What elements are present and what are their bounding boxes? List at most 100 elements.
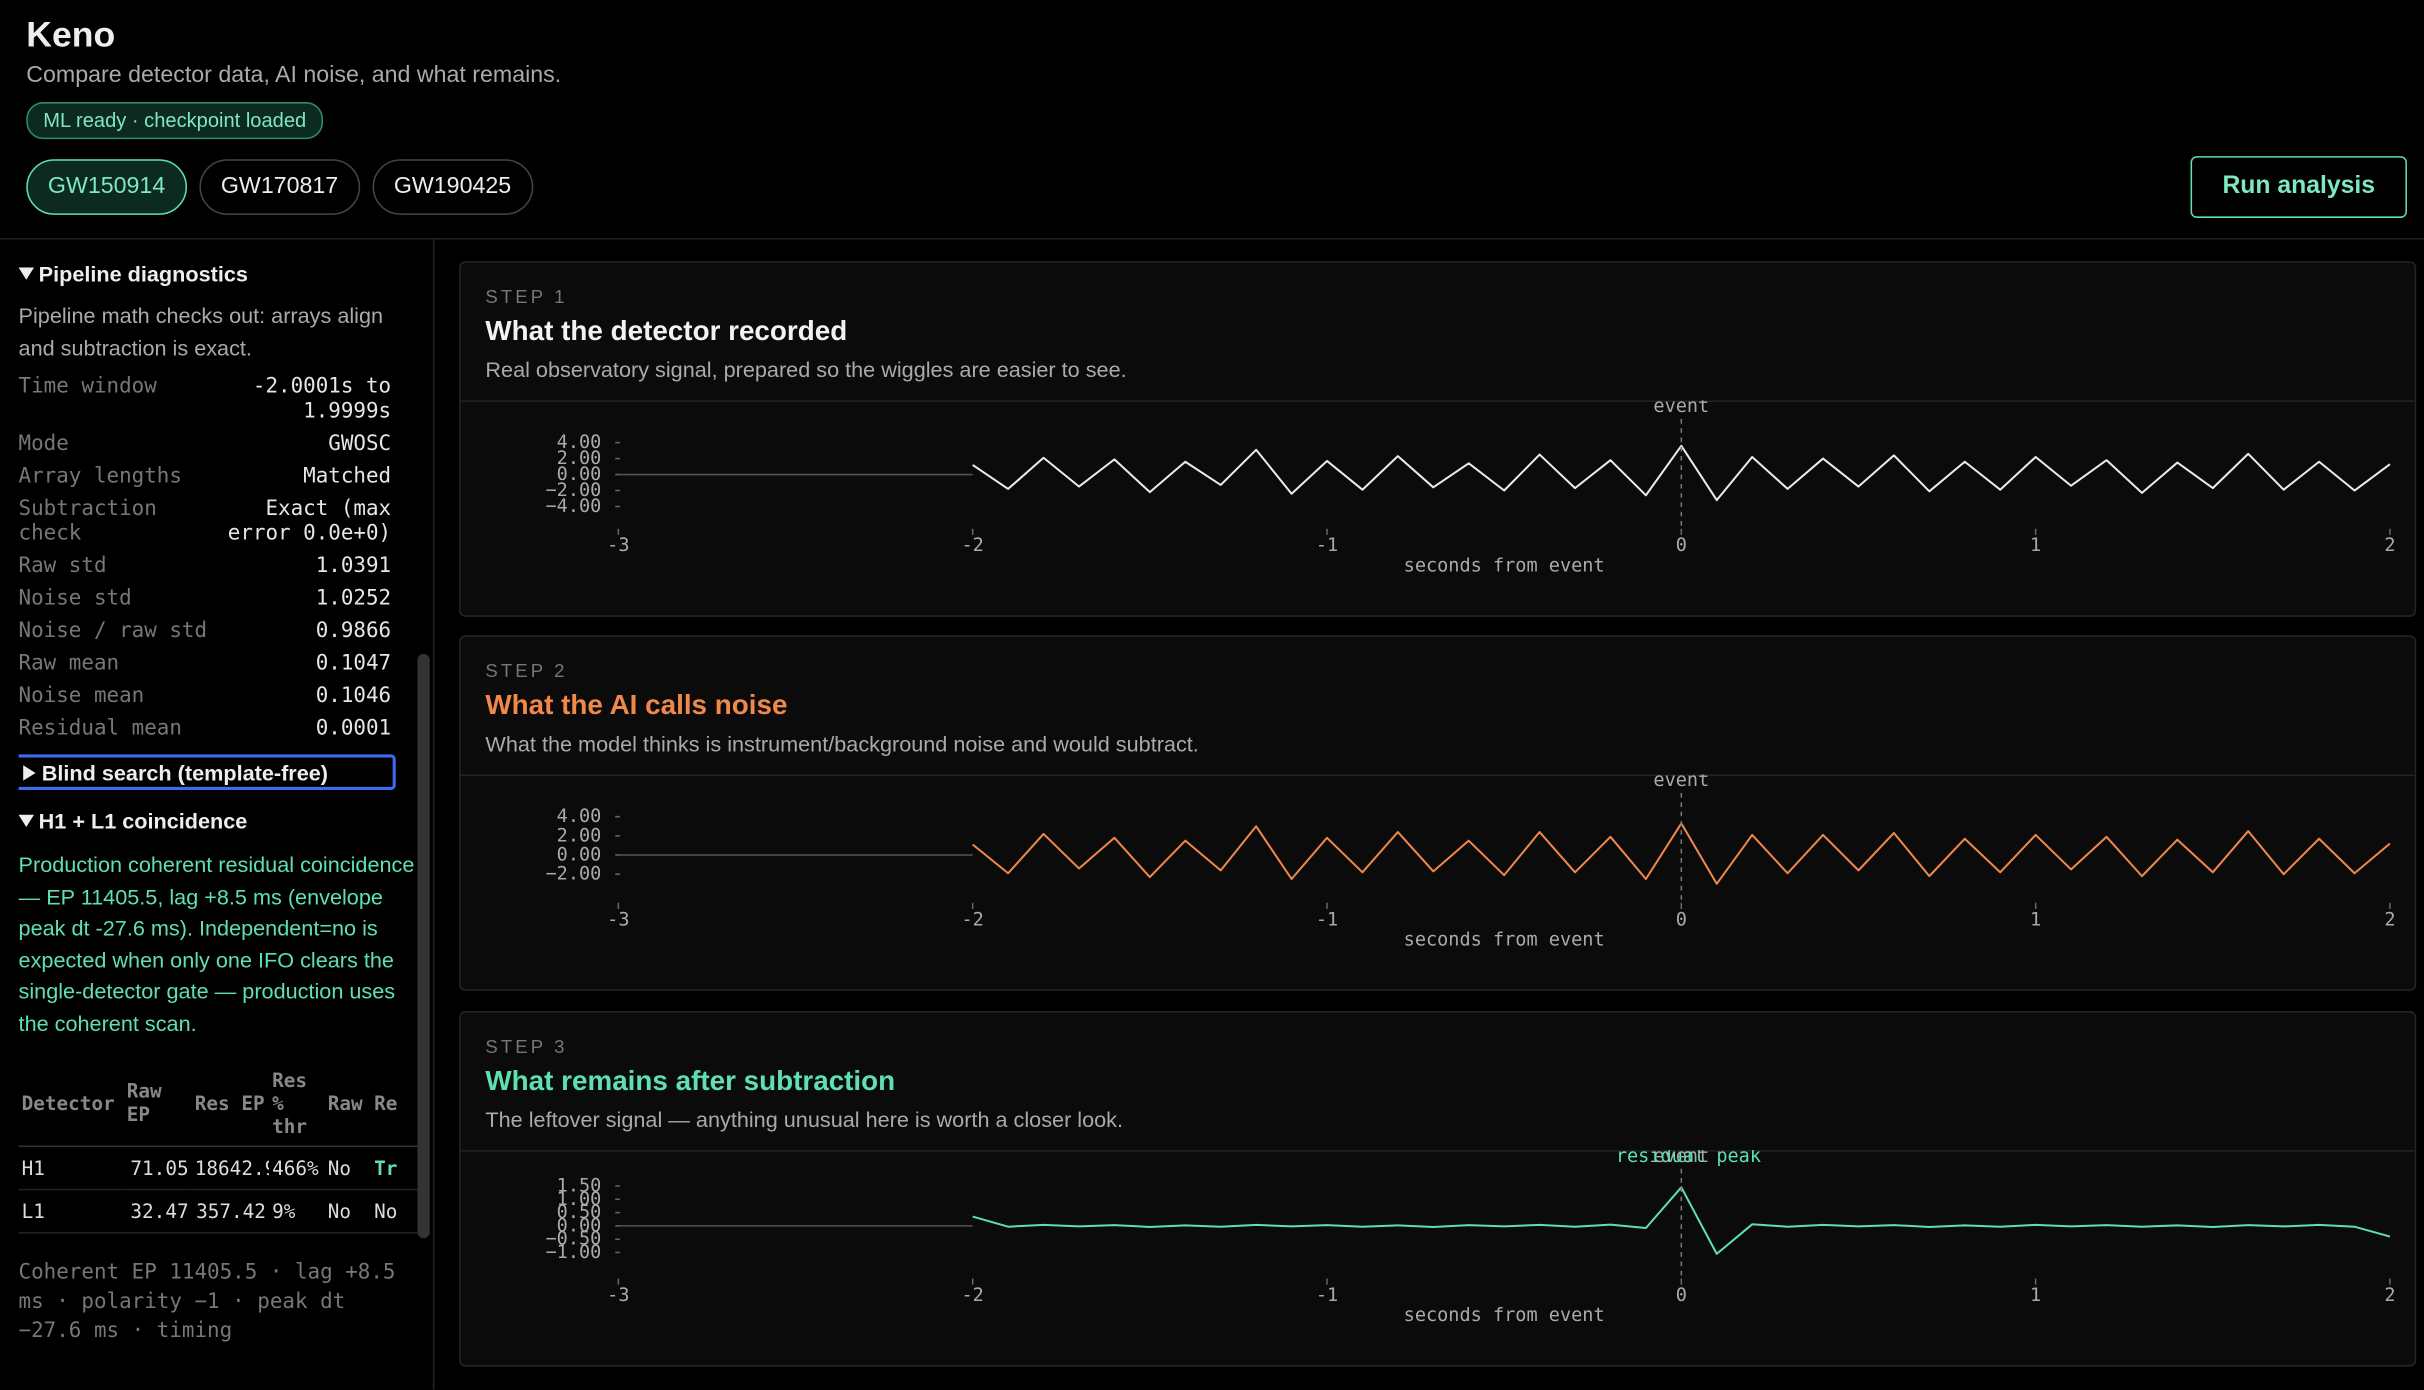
triangle: [23, 764, 36, 780]
scrollbar[interactable]: [417, 653, 430, 1239]
annotation: event: [1653, 1150, 1709, 1167]
disclosure-icon: [23, 764, 36, 780]
step-description: Real observatory signal, prepared so the…: [485, 357, 1127, 382]
x-axis-label: seconds from event: [1404, 929, 1605, 950]
x-tick-label: 0: [1676, 535, 1687, 556]
step-label: STEP 3: [485, 1035, 568, 1058]
table-cell: No: [371, 1188, 418, 1233]
annotation: event: [1653, 774, 1709, 791]
diag-label: Noise std: [18, 585, 132, 611]
x-tick-label: -1: [1316, 535, 1338, 556]
annotation: event: [1653, 400, 1709, 417]
step-label: STEP 2: [485, 660, 568, 682]
chart: 4.002.000.00−2.00−4.00-3 -2 -1 0 1 2 seconds f…: [546, 400, 2396, 576]
x-tick-label: 0: [1676, 1285, 1687, 1306]
header: Keno Compare detector data, AI noise, an…: [0, 0, 2424, 240]
x-tick-label: -3: [607, 1285, 629, 1306]
y-tick-label: −2.00: [546, 480, 602, 501]
diag-label: Mode: [18, 431, 69, 457]
coincidence-footer: Coherent EP 11405.5 · lag +8.5 ms · pola…: [18, 1259, 396, 1343]
coincidence-table: Detector Raw EP Res EP Res % thr Raw Re H1 71.0…: [18, 1067, 418, 1233]
step-panel: STEP 1 What the detector recorded Real obs…: [459, 261, 2417, 617]
y-tick-label: 0.00: [557, 464, 602, 485]
step-description: The leftover signal — anything unusual h…: [485, 1106, 1124, 1132]
x-tick-label: 2: [2384, 1285, 2395, 1306]
event-tab[interactable]: GW190425: [372, 159, 533, 215]
separator: [460, 400, 2415, 402]
diag-label: Residual mean: [18, 715, 182, 741]
y-tick-label: 1.00: [557, 1189, 602, 1210]
y-tick-label: 4.00: [557, 806, 602, 827]
table-cell: 357.42: [191, 1188, 269, 1233]
table-cell: 466%: [268, 1145, 325, 1190]
x-tick-label: 2: [2384, 535, 2395, 556]
x-tick-label: -1: [1316, 909, 1338, 930]
diag-label: Subtraction check: [18, 496, 157, 546]
x-axis-label: seconds from event: [1404, 555, 1605, 576]
y-tick-label: −2.00: [546, 864, 602, 885]
table-row: H1 71.05 18642.9 466% No Tr: [18, 1145, 418, 1190]
step-title: What the AI calls noise: [485, 689, 788, 721]
diag-label: Time window: [18, 374, 157, 399]
disclosure[interactable]: Blind search (template-free): [18, 754, 396, 790]
y-tick-label: 1.50: [557, 1175, 602, 1196]
table-cell: No: [324, 1145, 372, 1190]
separator: [460, 1150, 2415, 1152]
triangle: [18, 813, 35, 827]
column-header: Res EP: [191, 1067, 269, 1147]
disclosure[interactable]: Pipeline diagnostics: [18, 258, 418, 287]
app-subtitle: Compare detector data, AI noise, and wha…: [26, 61, 562, 89]
chart: 1.501.000.500.00−0.50−1.00 -3 -2 -1 0 1 2 secon…: [546, 1150, 2396, 1326]
step-title: What remains after subtraction: [485, 1065, 896, 1097]
x-tick-label: -3: [607, 909, 629, 930]
table-cell: 18642.9: [191, 1145, 269, 1190]
column-header: Re: [371, 1067, 418, 1147]
table-cell: H1: [18, 1145, 124, 1190]
event-tabs: GW150914 GW170817 GW190425: [26, 159, 533, 215]
triangle: [18, 266, 35, 280]
diag-value: GWOSC: [328, 431, 392, 457]
y-tick-label: −4.00: [546, 496, 602, 517]
column-header: Res % thr: [268, 1067, 325, 1147]
diag-value: 1.0252: [315, 585, 392, 611]
sidebar-content: Pipeline diagnostics Pipeline math checks…: [18, 258, 418, 1346]
diag-label: Noise / raw std: [18, 618, 208, 644]
signal-line: [972, 444, 2391, 502]
step-panel: STEP 2 What the AI calls noise What the mo…: [459, 635, 2417, 991]
diag-label: Raw mean: [18, 650, 120, 676]
y-tick-label: 0.50: [557, 1202, 602, 1223]
x-tick-label: 0: [1676, 909, 1687, 930]
x-axis-label: seconds from event: [1404, 1305, 1605, 1326]
run-button[interactable]: Run analysis: [2190, 156, 2407, 218]
status-badge: ML ready · checkpoint loaded: [26, 102, 324, 140]
table-cell: 71.05: [123, 1145, 192, 1190]
x-tick-label: 1: [2030, 909, 2041, 930]
disclosure-title: H1 + L1 coincidence: [38, 807, 248, 833]
separator: [460, 774, 2415, 777]
x-tick-label: -2: [962, 1285, 984, 1306]
diag-value: 0.0001: [315, 715, 392, 741]
y-tick-label: 0.00: [557, 1215, 602, 1236]
y-tick-label: 2.00: [557, 448, 602, 469]
event-tab[interactable]: GW150914: [26, 159, 187, 215]
event-tab[interactable]: GW170817: [199, 159, 360, 215]
y-tick-label: 4.00: [557, 432, 602, 453]
x-tick-label: 1: [2030, 1285, 2041, 1306]
x-tick-label: -1: [1316, 1285, 1338, 1306]
diagnostics-note: Pipeline math checks out: arrays align a…: [18, 302, 384, 361]
app-title: Keno: [26, 13, 116, 55]
diag-value: Matched: [303, 463, 392, 489]
disclosure-icon: [18, 266, 35, 280]
column-header: Detector: [18, 1067, 124, 1147]
x-tick-label: 2: [2384, 909, 2395, 930]
step-description: What the model thinks is instrument/back…: [485, 731, 1199, 756]
column-header: Raw: [324, 1067, 372, 1147]
table-cell: 32.47: [123, 1188, 192, 1233]
disclosure-icon: [18, 813, 35, 827]
disclosure[interactable]: H1 + L1 coincidence: [18, 805, 418, 834]
annotation: residual peak: [1616, 1150, 1761, 1167]
diag-label: Array lengths: [18, 463, 182, 489]
x-tick-label: -3: [607, 535, 629, 556]
